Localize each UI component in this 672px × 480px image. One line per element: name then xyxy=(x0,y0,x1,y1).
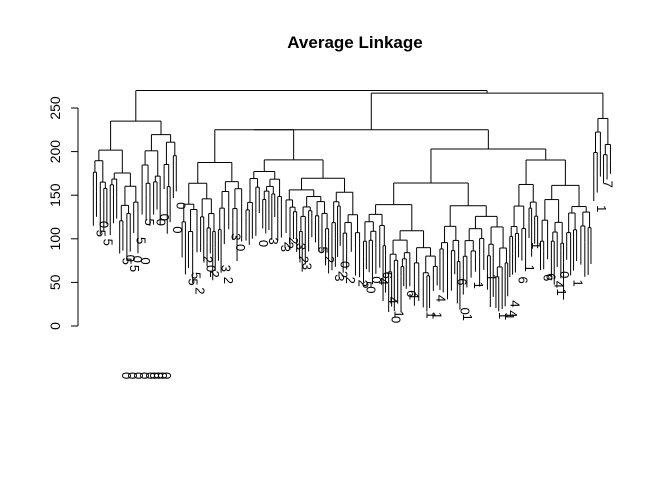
y-tick-label: 50 xyxy=(47,274,63,290)
leaf-label: 3 xyxy=(266,238,281,245)
leaf-label: 2 xyxy=(322,256,337,263)
leaf-label: 0 xyxy=(123,255,138,262)
leaf-label: 5 xyxy=(142,218,157,225)
leaf-label: 5 xyxy=(120,258,135,265)
leaf-label: 0 xyxy=(130,256,145,263)
leaf-label: 2 xyxy=(193,287,208,294)
leaf-labels: 5055050505000055220232300332232352320225… xyxy=(93,181,615,380)
leaf-label: 1 xyxy=(430,312,445,319)
leaf-label: 0 xyxy=(233,244,248,251)
leaf-label: 5 xyxy=(100,239,115,246)
leaf-label: 0 xyxy=(159,372,174,379)
leaf-label: 4 xyxy=(433,295,448,302)
leaf-label: 0 xyxy=(119,372,134,379)
leaf-label: 3 xyxy=(229,233,244,240)
y-axis: 0 50 100 150 200 250 xyxy=(47,96,79,330)
leaf-label: 5 xyxy=(188,272,203,279)
y-tick-label: 0 xyxy=(47,322,63,330)
y-tick-label: 150 xyxy=(47,183,63,207)
leaf-label: 0 xyxy=(389,316,404,323)
leaf-label: 4 xyxy=(386,297,401,304)
leaf-label: 5 xyxy=(315,246,330,253)
leaf-label: 0 xyxy=(151,372,166,379)
leaf-label: 1 xyxy=(392,311,407,318)
leaf-label: 1 xyxy=(554,289,569,296)
leaf-label: 5 xyxy=(93,230,108,237)
leaf-label: 0 xyxy=(204,265,219,272)
leaf-label: 3 xyxy=(293,243,308,250)
leaf-label: 0 xyxy=(170,226,185,233)
leaf-label: 6 xyxy=(455,278,470,285)
leaf-label: 0 xyxy=(369,276,384,283)
leaf-label: 2 xyxy=(221,277,236,284)
leaf-label: 0 xyxy=(125,372,140,379)
leaf-label: 3 xyxy=(300,263,315,270)
leaf-label: 6 xyxy=(544,273,559,280)
leaf-label: 1 xyxy=(571,279,586,286)
leaf-label: 1 xyxy=(594,205,609,212)
leaf-label: 6 xyxy=(380,272,395,279)
leaf-label: 0 xyxy=(154,219,169,226)
leaf-label: 5 xyxy=(127,265,142,272)
leaf-label: 0 xyxy=(96,221,111,228)
leaf-label: 6 xyxy=(515,277,530,284)
leaf-label: 6 xyxy=(404,290,419,297)
leaf-label: 2 xyxy=(355,280,370,287)
leaf-label: 5 xyxy=(185,278,200,285)
leaf-label: 1 xyxy=(484,274,499,281)
leaf-label: 0 xyxy=(143,372,158,379)
y-tick-label: 200 xyxy=(47,140,63,164)
y-tick-label: 250 xyxy=(47,96,63,120)
leaf-label: 0 xyxy=(147,372,162,379)
leaf-label: 0 xyxy=(137,372,152,379)
leaf-label: 3 xyxy=(278,245,293,252)
leaf-label: 1 xyxy=(460,314,475,321)
leaf-label: 0 xyxy=(157,214,172,221)
leaf-label: 0 xyxy=(256,240,271,247)
leaf-label: 4 xyxy=(551,281,566,288)
leaf-label: 7 xyxy=(600,181,615,188)
dendrogram-links xyxy=(92,90,611,313)
leaf-label: 5 xyxy=(360,281,375,288)
leaf-label: 4 xyxy=(376,278,391,285)
chart-title: Average Linkage xyxy=(287,33,422,52)
leaf-label: 6 xyxy=(541,274,556,281)
leaf-label: 2 xyxy=(286,237,301,244)
leaf-label: 0 xyxy=(364,286,379,293)
leaf-label: 0 xyxy=(557,271,572,278)
leaf-label: 2 xyxy=(335,271,350,278)
leaf-label: 1 xyxy=(529,242,544,249)
leaf-label: 2 xyxy=(201,256,216,263)
leaf-label: 1 xyxy=(423,311,438,318)
leaf-label: 4 xyxy=(508,300,523,307)
leaf-label: 1 xyxy=(502,313,517,320)
leaf-label: 1 xyxy=(496,312,511,319)
leaf-label: 0 xyxy=(173,202,188,209)
leaf-label: 2 xyxy=(297,256,312,263)
y-tick-label: 100 xyxy=(47,227,63,251)
leaf-label: 5 xyxy=(134,237,149,244)
leaf-label: 2 xyxy=(281,242,296,249)
leaf-label: 1 xyxy=(522,265,537,272)
leaf-label: 0 xyxy=(131,372,146,379)
leaf-label: 3 xyxy=(218,265,233,272)
leaf-label: 0 xyxy=(138,257,153,264)
leaf-label: 0 xyxy=(457,307,472,314)
leaf-label: 4 xyxy=(505,310,520,317)
leaf-label: 0 xyxy=(338,261,353,268)
leaf-label: 3 xyxy=(332,274,347,281)
leaf-label: 1 xyxy=(406,293,421,300)
leaf-label: 2 xyxy=(343,277,358,284)
leaf-label: 2 xyxy=(207,270,222,277)
leaf-label: 1 xyxy=(471,282,486,289)
leaf-label: 0 xyxy=(155,372,170,379)
